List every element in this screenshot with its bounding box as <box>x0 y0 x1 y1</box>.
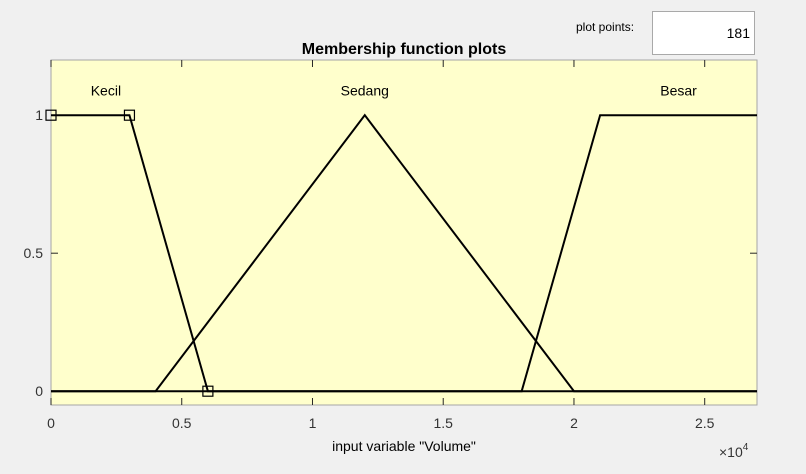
x-tick-label: 1 <box>309 415 317 431</box>
axis-ticks: 0 0.5 1 1.5 2 2.5 0 0.5 1 <box>24 60 757 431</box>
chart-title: Membership function plots <box>302 41 507 58</box>
plot-area[interactable] <box>50 59 758 406</box>
x-axis-label: input variable "Volume" <box>332 438 476 454</box>
mf-label-besar: Besar <box>660 82 697 98</box>
mf-line-besar <box>51 114 757 393</box>
x-exponent: ×104 <box>719 442 749 460</box>
y-tick-label: 0 <box>35 383 43 399</box>
mf-vertex-marker <box>45 109 57 121</box>
x-exponent-base: ×10 <box>719 444 743 460</box>
x-exponent-power: 4 <box>743 442 749 453</box>
plot-points-value: 181 <box>726 25 750 41</box>
x-tick-label: 1.5 <box>433 415 453 431</box>
plot-points-input[interactable]: 181 <box>652 11 755 55</box>
y-tick-label: 1 <box>35 107 43 123</box>
plot-points-label: plot points: <box>576 20 635 34</box>
mf-label-kecil: Kecil <box>91 82 121 98</box>
mf-label-sedang: Sedang <box>341 82 389 98</box>
mf-vertex-marker <box>123 109 136 121</box>
x-tick-label: 2.5 <box>695 415 715 431</box>
y-tick-label: 0.5 <box>24 245 44 261</box>
x-tick-label: 0 <box>47 415 55 431</box>
x-tick-label: 2 <box>570 415 578 431</box>
mf-lines <box>45 109 757 397</box>
x-tick-label: 0.5 <box>172 415 192 431</box>
mf-labels: Kecil Sedang Besar <box>91 82 697 98</box>
